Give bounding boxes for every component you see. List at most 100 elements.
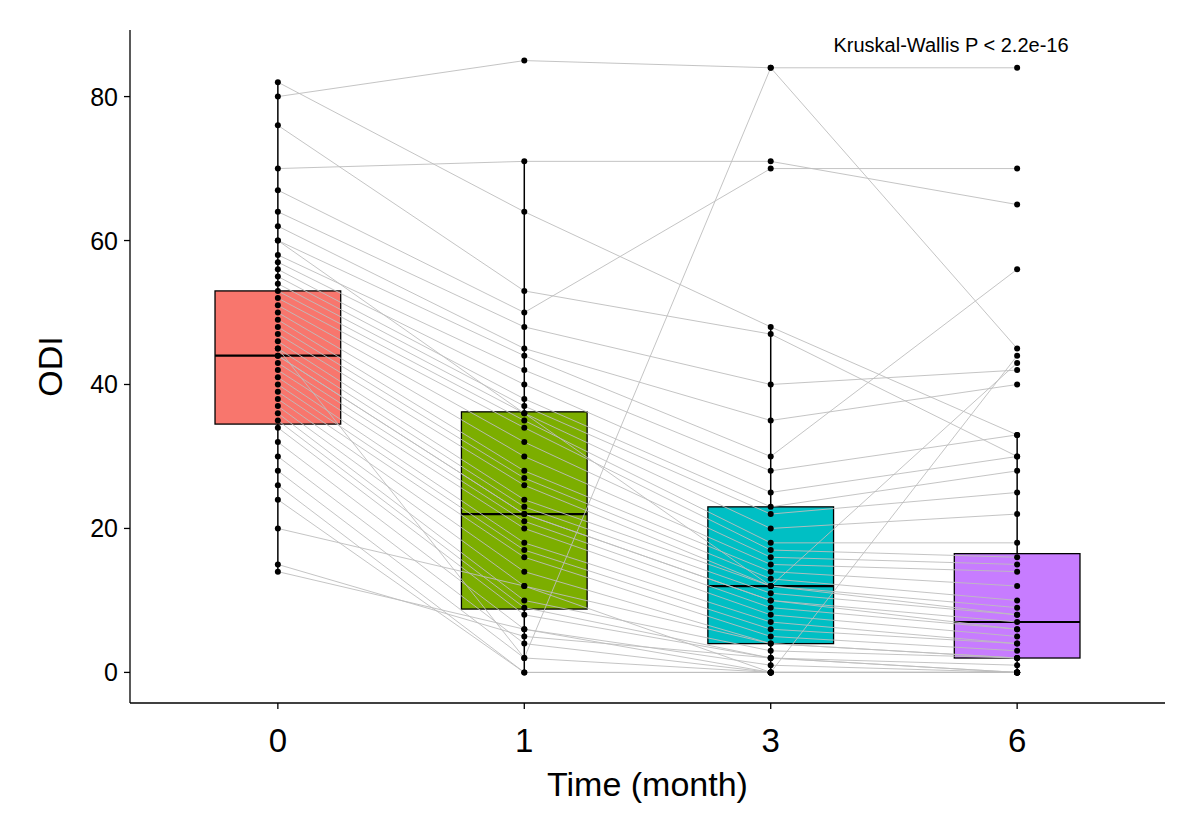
point [768,612,774,618]
point [275,166,281,172]
point [275,468,281,474]
subject-line [278,356,1017,630]
point [1014,655,1020,661]
point [1014,669,1020,675]
x-tick [524,703,525,709]
point [768,583,774,589]
point [275,122,281,128]
subject-line [278,428,1017,673]
point [521,597,527,603]
point [1014,669,1020,675]
point [768,597,774,603]
point [1014,360,1020,366]
point [768,453,774,459]
point [768,669,774,675]
point [1014,655,1020,661]
point [1014,468,1020,474]
point [1014,669,1020,675]
point [768,633,774,639]
point [275,259,281,265]
point [521,511,527,517]
point [275,417,281,423]
point [1014,65,1020,71]
point [521,417,527,423]
point [275,346,281,352]
point [275,295,281,301]
point [768,511,774,517]
point [1014,453,1020,459]
point [1014,641,1020,647]
point [521,425,527,431]
point [768,669,774,675]
point [275,482,281,488]
y-tick [124,528,130,529]
point [1014,554,1020,560]
point [521,209,527,215]
point [521,453,527,459]
y-tick [124,384,130,385]
point [1014,633,1020,639]
subject-line [278,564,1017,672]
point [1014,648,1020,654]
point [521,346,527,352]
point [275,374,281,380]
point [275,281,281,287]
y-tick [124,672,130,673]
point [521,403,527,409]
point [1014,669,1020,675]
point [521,583,527,589]
subject-line [278,125,1017,456]
point [275,439,281,445]
point [768,619,774,625]
subject-line [278,420,1017,665]
subject-lines [278,61,1017,673]
point [1014,612,1020,618]
point [521,655,527,661]
point [1014,641,1020,647]
point [275,223,281,229]
subject-line [278,500,1017,673]
point [1014,669,1020,675]
point [275,497,281,503]
subject-line [278,305,1017,564]
point [275,561,281,567]
point [521,310,527,316]
point [521,439,527,445]
subject-line [278,61,1017,97]
point [275,274,281,280]
point [521,583,527,589]
point [1014,381,1020,387]
point [768,597,774,603]
y-tick-label: 80 [90,83,118,111]
point [275,525,281,531]
point [1014,367,1020,373]
points [275,58,1020,676]
point [275,381,281,387]
y-tick-label: 40 [90,370,118,398]
subject-line [278,384,1017,643]
subject-line [278,169,1017,313]
point [275,79,281,85]
annotation: Kruskal-Wallis P < 2.2e-16 [833,34,1068,56]
point [521,475,527,481]
subject-line [278,485,1017,672]
point [275,238,281,244]
subject-line [278,320,1017,586]
point [275,331,281,337]
point [275,266,281,272]
point [1014,662,1020,668]
point [521,497,527,503]
point [1014,669,1020,675]
point [275,360,281,366]
point [1014,569,1020,575]
point [1014,353,1020,359]
point [1014,202,1020,208]
y-axis-title: ODI [31,336,69,396]
point [275,403,281,409]
point [275,389,281,395]
point [275,569,281,575]
point [521,626,527,632]
x-tick-label: 6 [1008,722,1026,759]
point [521,518,527,524]
subject-line [278,82,1017,435]
